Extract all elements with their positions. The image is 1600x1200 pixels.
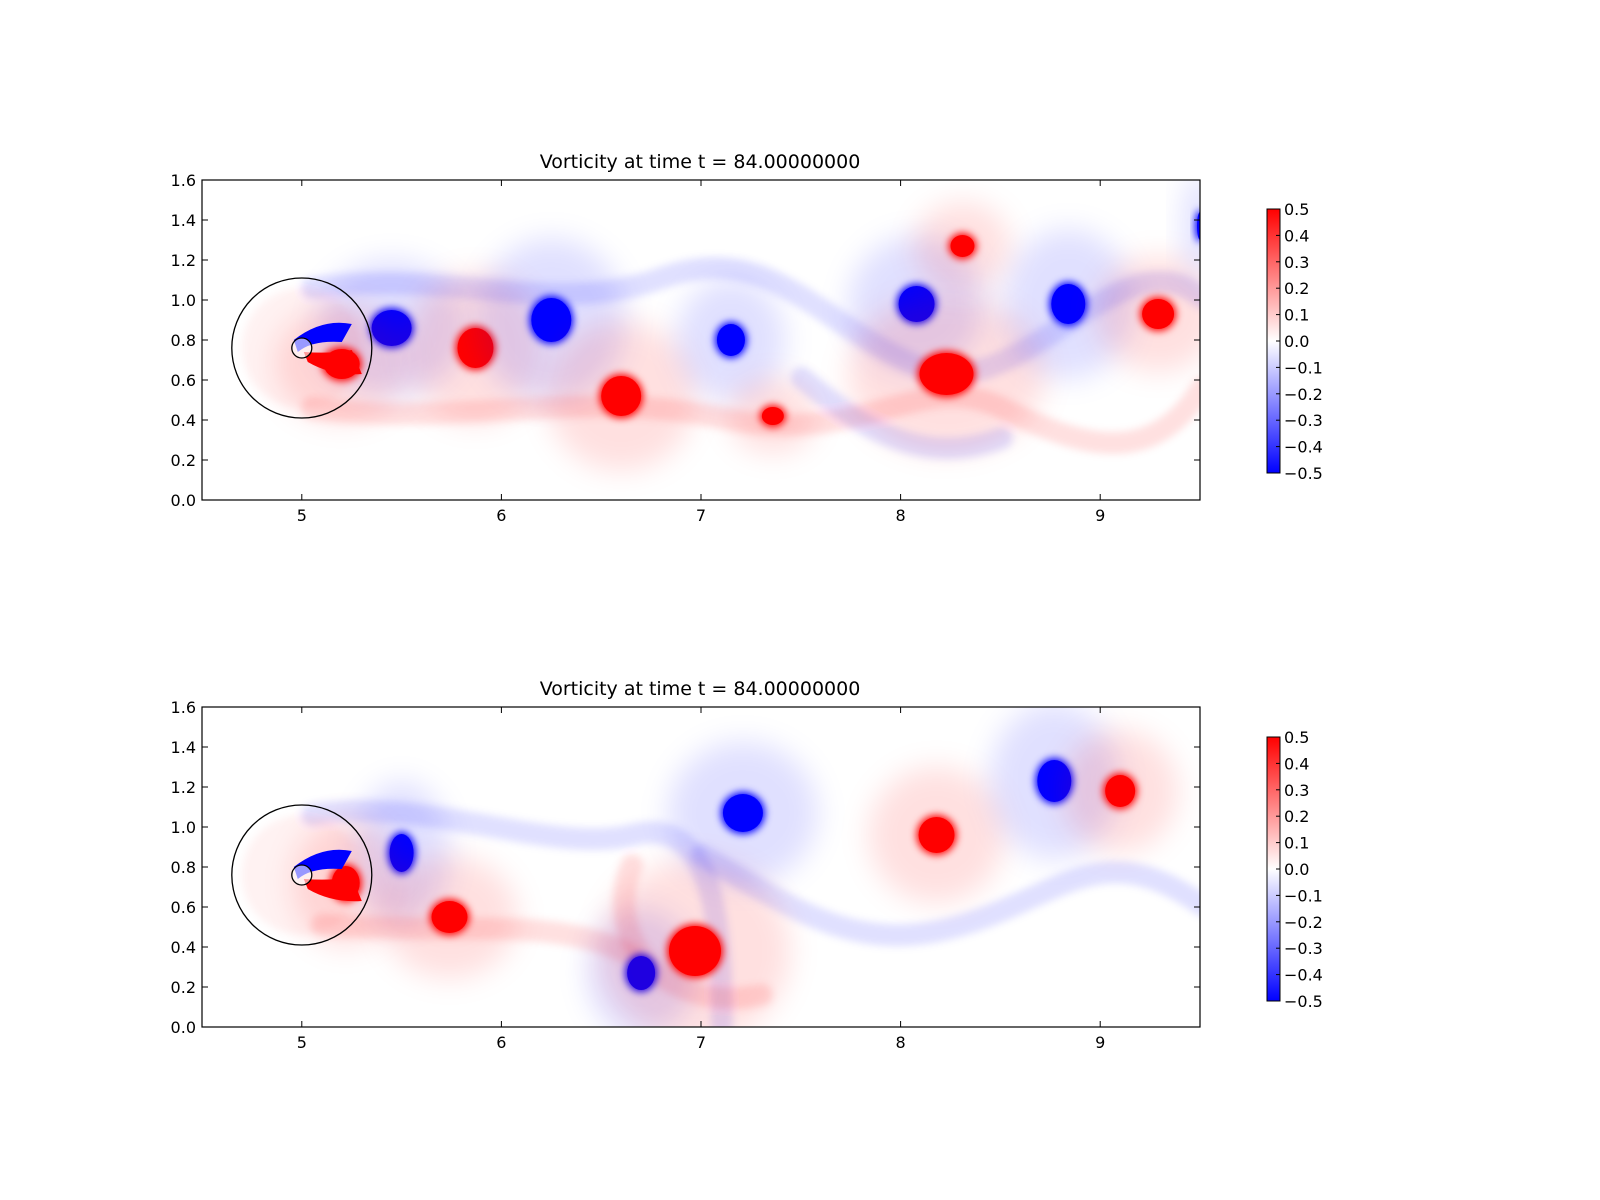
y-tick-label: 0.2 (171, 978, 196, 997)
panel-2-vortex-group (291, 707, 1178, 1027)
y-tick-label: 0.2 (171, 451, 196, 470)
x-tick-label: 5 (297, 1033, 307, 1052)
outer-ring (231, 804, 373, 946)
colorbar-tick-label: −0.5 (1284, 464, 1323, 483)
y-tick-label: 0.0 (171, 491, 196, 510)
y-tick-label: 0.4 (171, 938, 196, 957)
positive-vortex (599, 859, 791, 1027)
y-tick-label: 1.2 (171, 251, 196, 270)
panel-1-colorbar: 0.5 0.4 0.3 0.2 0.1 0.0 −0.1 −0.2 −0.3 −0.4 −0.5 (1266, 200, 1323, 483)
positive-vortex (381, 855, 518, 979)
vortex-core-solid (669, 926, 722, 976)
y-tick-label: 1.4 (171, 738, 196, 757)
positive-vortex (868, 767, 1005, 903)
cylinder-body (291, 337, 313, 359)
panel-2-cylinder (231, 804, 373, 946)
negative-vortex (676, 278, 786, 402)
y-tick-label: 1.6 (171, 171, 196, 190)
positive-vortex (914, 201, 1011, 291)
vortex-core-solid (722, 794, 763, 832)
x-tick-label: 6 (496, 1033, 506, 1052)
panel-1-vorticity-field (241, 180, 1200, 471)
colorbar-tick-label: 0.1 (1284, 834, 1309, 853)
colorbar-tick-label: 0.2 (1284, 279, 1309, 298)
colorbar-tick-label: −0.3 (1284, 939, 1323, 958)
colorbar-tick-label: −0.4 (1284, 966, 1323, 985)
colorbar-tick-label: −0.1 (1284, 358, 1323, 377)
cylinder-body (291, 864, 313, 886)
panel-2-colorbar: 0.5 0.4 0.3 0.2 0.1 0.0 −0.1 −0.2 −0.3 −0.4 −0.5 (1266, 728, 1323, 1011)
panel-2-vorticity-field (241, 707, 1200, 1027)
colorbar-tick-label: 0.5 (1284, 200, 1309, 219)
negative-vortex (1003, 229, 1133, 379)
vortex-core-solid (1197, 212, 1200, 240)
vortex-core-solid (601, 376, 642, 416)
colorbar-tick-label: 0.3 (1284, 781, 1309, 800)
x-tick-label: 8 (896, 1033, 906, 1052)
shear-layer (690, 844, 1200, 947)
colorbar-tick-label: 0.0 (1284, 860, 1309, 879)
x-tick-label: 5 (297, 506, 307, 525)
x-tick-label: 9 (1095, 506, 1105, 525)
colorbar-tick-label: 0.3 (1284, 253, 1309, 272)
positive-vortex (847, 295, 1046, 453)
y-tick-label: 1.0 (171, 818, 196, 837)
positive-vortex (728, 378, 818, 454)
y-tick-label: 1.6 (171, 698, 196, 717)
x-tick-label: 7 (696, 1033, 706, 1052)
panel-2-title: Vorticity at time t = 84.00000000 (540, 678, 861, 700)
y-tick-label: 0.6 (171, 898, 196, 917)
vortex-core-solid (950, 235, 975, 257)
x-tick-label: 8 (896, 506, 906, 525)
negative-vortex (1183, 180, 1200, 281)
panel-1: Vorticity at time t = 84.00000000 5 6 7 8 9 0… (171, 151, 1323, 525)
vortex-core-solid (919, 353, 974, 395)
panel-2: Vorticity at time t = 84.00000000 5 6 7 8 9 0… (171, 678, 1323, 1052)
colorbar-tick-label: 0.0 (1284, 332, 1309, 351)
colorbar-tick-label: −0.2 (1284, 913, 1323, 932)
x-tick-label: 7 (696, 506, 706, 525)
vortex-core-solid (716, 324, 745, 356)
negative-vortex (668, 741, 818, 885)
y-tick-label: 0.0 (171, 1018, 196, 1037)
near-wake-positive (303, 350, 362, 375)
y-tick-label: 0.8 (171, 858, 196, 877)
y-tick-label: 1.0 (171, 291, 196, 310)
x-tick-label: 6 (496, 506, 506, 525)
colorbar-tick-label: −0.1 (1284, 886, 1323, 905)
y-tick-label: 0.6 (171, 371, 196, 390)
vortex-core-solid (531, 298, 572, 342)
colorbar-tick-label: 0.4 (1284, 226, 1309, 245)
panel-1-cylinder (231, 277, 373, 419)
colorbar-tick-label: 0.1 (1284, 306, 1309, 325)
vortex-core-solid (1142, 299, 1175, 329)
near-wake-positive (303, 877, 362, 902)
positive-vortex (1096, 256, 1200, 372)
vortex-core-solid (918, 817, 955, 853)
panel-1-ticks: 5 6 7 8 9 0.0 0.2 0.4 0.6 0.8 1.0 1.2 1.4 1.6 (171, 171, 1200, 525)
vortex-core-solid (1105, 775, 1136, 807)
colorbar-tick-label: −0.3 (1284, 411, 1323, 430)
colorbar-tick-label: −0.5 (1284, 992, 1323, 1011)
y-tick-label: 1.2 (171, 778, 196, 797)
y-tick-label: 1.4 (171, 211, 196, 230)
positive-vortex (546, 321, 696, 471)
colorbar-tick-label: −0.2 (1284, 385, 1323, 404)
y-tick-label: 0.8 (171, 331, 196, 350)
vortex-core-solid (1051, 284, 1086, 324)
colorbar-tick-label: 0.4 (1284, 754, 1309, 773)
y-tick-label: 0.4 (171, 411, 196, 430)
colorbar-tick-label: −0.4 (1284, 438, 1323, 457)
positive-vortex (1062, 729, 1178, 853)
vortex-core-solid (431, 901, 468, 933)
panel-2-ticks: 5 6 7 8 9 0.0 0.2 0.4 0.6 0.8 1.0 1.2 1.4 1.6 (171, 698, 1200, 1052)
panel-1-title: Vorticity at time t = 84.00000000 (540, 151, 861, 173)
vortex-halo (1183, 180, 1200, 281)
colorbar-tick-label: 0.5 (1284, 728, 1309, 747)
x-tick-label: 9 (1095, 1033, 1105, 1052)
colorbar-tick-label: 0.2 (1284, 807, 1309, 826)
vortex-core-solid (761, 407, 784, 425)
outer-ring (231, 277, 373, 419)
